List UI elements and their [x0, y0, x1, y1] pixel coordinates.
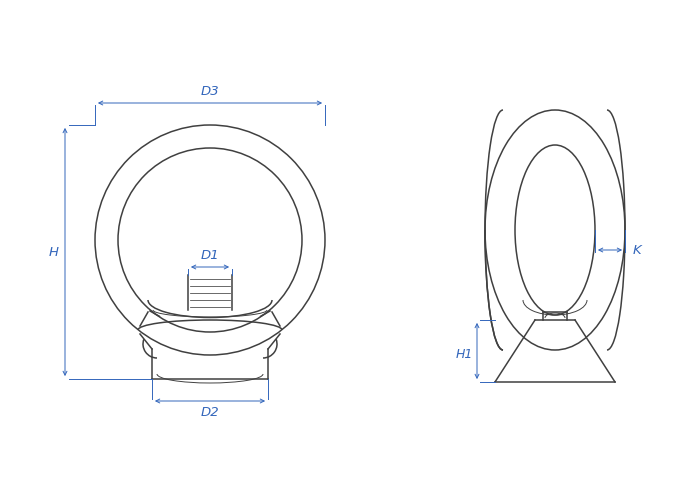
Text: K: K: [633, 244, 642, 256]
Text: H: H: [49, 246, 59, 258]
Text: H1: H1: [456, 348, 473, 360]
Text: D2: D2: [201, 406, 219, 419]
Text: D3: D3: [201, 85, 219, 98]
Text: D1: D1: [201, 249, 219, 262]
